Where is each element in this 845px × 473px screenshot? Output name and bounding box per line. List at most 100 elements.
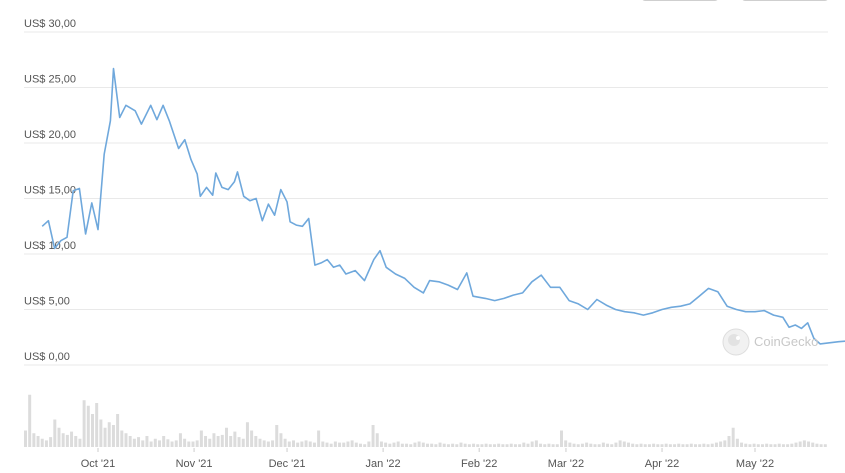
volume-bar <box>639 443 643 447</box>
volume-bar <box>614 442 618 447</box>
volume-bar <box>526 443 530 447</box>
x-tick-label: May '22 <box>736 458 774 470</box>
volume-bar <box>694 444 697 447</box>
volume-bar <box>555 444 559 447</box>
volume-bar <box>120 430 124 447</box>
volume-bar <box>44 440 48 447</box>
volume-bar <box>476 444 480 447</box>
volume-bar <box>359 443 362 447</box>
volume-bar <box>40 438 44 447</box>
volume-bar <box>145 436 149 447</box>
volume-bar <box>74 436 78 447</box>
volume-bar <box>199 430 203 447</box>
x-tick-label: Dec '21 <box>269 458 306 470</box>
volume-bar <box>325 442 329 447</box>
volume-bar <box>28 394 32 447</box>
volume-bar <box>363 444 367 447</box>
x-tick-label: Apr '22 <box>645 458 680 470</box>
volume-bar <box>338 442 342 447</box>
volume-bar <box>472 443 476 447</box>
volume-bar <box>195 440 199 447</box>
volume-bar <box>714 442 718 447</box>
volume-bar <box>534 440 538 447</box>
volume-bar <box>664 443 668 447</box>
volume-bar <box>329 443 333 447</box>
volume-bar <box>484 443 488 447</box>
volume-bar <box>761 444 764 447</box>
volume-bar <box>807 441 811 447</box>
volume-bar <box>187 441 191 447</box>
volume-bar <box>245 422 249 447</box>
volume-bar <box>317 430 321 447</box>
volume-bar <box>564 440 568 447</box>
volume-bar <box>773 444 777 447</box>
volume-bar <box>660 444 664 447</box>
volume-bar <box>275 425 279 447</box>
volume-bar <box>530 441 534 447</box>
volume-bar <box>342 442 346 447</box>
volume-bar <box>446 444 450 447</box>
x-tick-label: Oct '21 <box>81 458 116 470</box>
volume-bar <box>132 438 136 447</box>
volume-bar <box>668 444 672 447</box>
volume-bar <box>601 442 605 447</box>
y-tick-label: US$ 10,00 <box>24 240 76 252</box>
volume-bar <box>781 444 785 447</box>
volume-bar <box>99 419 103 447</box>
volume-bar <box>233 431 237 447</box>
volume-bar <box>409 444 413 447</box>
volume-bar <box>794 442 798 447</box>
volume-bar <box>610 444 614 447</box>
volume-bar <box>170 441 174 447</box>
volume-bar <box>107 422 111 447</box>
volume-bar <box>292 440 295 447</box>
volume-bar <box>702 443 706 447</box>
volume-bar <box>756 444 760 447</box>
volume-bar <box>823 444 827 447</box>
volume-bar <box>82 400 86 447</box>
volume-bar <box>786 444 790 447</box>
volume-bar <box>229 436 233 447</box>
volume-bar <box>635 444 639 447</box>
volume-bar <box>815 443 819 447</box>
volume-bar <box>178 433 182 447</box>
volume-bar <box>488 444 492 447</box>
volume-bar <box>91 414 94 447</box>
volume-bar <box>49 437 53 447</box>
volume-bar <box>819 444 823 447</box>
volume-bar <box>53 419 57 447</box>
volume-bar <box>576 444 580 447</box>
volume-bar <box>271 440 275 447</box>
volume-bar <box>463 443 467 447</box>
volume-bar <box>308 441 312 447</box>
volume-bar <box>153 438 157 447</box>
volume-bar <box>354 442 358 447</box>
y-tick-label: US$ 25,00 <box>24 74 76 86</box>
volume-bar <box>266 441 270 447</box>
volume-bar <box>379 441 383 447</box>
volume-bar <box>388 443 392 447</box>
volume-bar <box>480 444 484 447</box>
volume-bar <box>689 443 693 447</box>
volume-bar <box>128 436 132 447</box>
volume-bar <box>547 443 551 447</box>
volume-bar <box>748 444 752 447</box>
volume-bar <box>254 436 258 447</box>
volume-bar <box>673 444 677 447</box>
volume-bar <box>333 441 337 447</box>
volume-bar <box>300 441 304 447</box>
volume-bar <box>212 433 216 447</box>
volume-bar <box>400 443 404 447</box>
volume-bar <box>467 444 471 447</box>
volume-bar <box>568 442 572 447</box>
watermark-text: CoinGecko <box>754 334 818 349</box>
volume-bar <box>162 436 166 447</box>
volume-bar <box>442 443 446 447</box>
y-tick-label: US$ 30,00 <box>24 18 76 30</box>
volume-bar <box>183 438 187 447</box>
volume-bar <box>647 444 651 447</box>
volume-bar <box>438 442 442 447</box>
volume-bar <box>560 430 563 447</box>
volume-bar <box>698 444 702 447</box>
